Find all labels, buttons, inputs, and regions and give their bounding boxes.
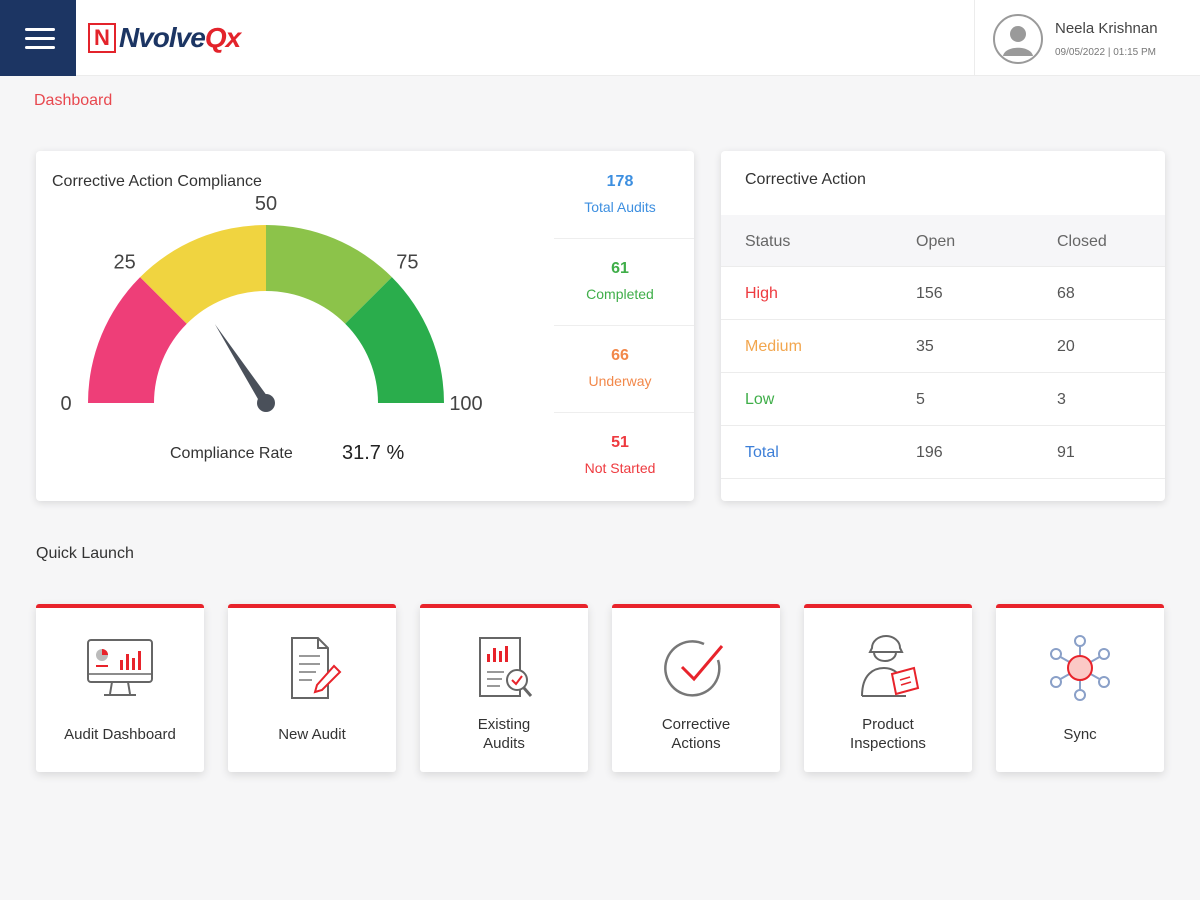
gauge-needle <box>214 324 271 406</box>
stat-value: 178 <box>606 173 634 190</box>
table-header-row: Status Open Closed <box>721 215 1165 267</box>
compliance-card: Corrective Action Compliance 0 25 50 75 100 … <box>36 151 694 501</box>
quick-launch-title: Quick Launch <box>36 545 134 562</box>
menu-icon <box>25 28 55 31</box>
gauge-needle-hub <box>257 394 275 412</box>
menu-icon-bar <box>25 46 55 49</box>
gauge-band-low <box>88 277 187 403</box>
stat-label: Underway <box>588 373 652 389</box>
report-search-icon <box>479 637 533 697</box>
gauge-tick-label: 75 <box>396 252 418 274</box>
gauge-tick-label: 25 <box>113 252 135 274</box>
gauge-band-mid-low <box>140 225 266 324</box>
table-row[interactable]: Medium 35 20 <box>721 320 1165 373</box>
stat-value: 51 <box>611 434 629 451</box>
status-high: High <box>745 285 778 302</box>
gauge-band-mid-high <box>266 225 392 324</box>
corrective-action-title: Corrective Action <box>745 171 866 188</box>
status-medium: Medium <box>745 338 802 355</box>
table-row[interactable]: High 156 68 <box>721 267 1165 320</box>
tile-existing-audits[interactable]: Existing Audits <box>420 604 588 772</box>
status-low: Low <box>745 391 775 408</box>
compliance-title: Corrective Action Compliance <box>52 173 262 190</box>
stat-underway[interactable]: 66 Underway <box>546 325 694 412</box>
logo-accent: Qx <box>204 22 241 53</box>
gauge-tick-label: 100 <box>449 393 482 415</box>
tile-audit-dashboard[interactable]: Audit Dashboard <box>36 604 204 772</box>
hamburger-menu-button[interactable] <box>0 0 76 76</box>
tile-label: Audit Dashboard <box>64 725 176 743</box>
logo-badge: N <box>88 23 116 53</box>
tile-product-inspections[interactable]: Product Inspections <box>804 604 972 772</box>
status-total: Total <box>745 444 779 461</box>
avatar-icon[interactable] <box>993 14 1043 64</box>
column-header-closed: Closed <box>1057 233 1107 250</box>
corrective-action-table: Status Open Closed High 156 68 Medium 35… <box>721 215 1165 479</box>
open-count: 156 <box>916 285 943 302</box>
tile-label: Corrective Actions <box>661 716 731 752</box>
tile-new-audit[interactable]: New Audit <box>228 604 396 772</box>
app-logo: N Nvolve Qx <box>88 20 241 56</box>
compliance-rate-label: Compliance Rate <box>170 445 293 462</box>
stat-label: Completed <box>586 286 654 302</box>
tile-sync[interactable]: Sync <box>996 604 1164 772</box>
inspector-icon <box>861 635 920 697</box>
breadcrumb[interactable]: Dashboard <box>34 92 113 109</box>
compliance-gauge: 0 25 50 75 100 <box>60 193 482 415</box>
table-row[interactable]: Total 196 91 <box>721 426 1165 479</box>
gauge-band-high <box>345 277 444 403</box>
user-datetime: 09/05/2022 | 01:15 PM <box>1055 47 1157 58</box>
tile-label: Existing Audits <box>477 716 531 752</box>
stat-not-started[interactable]: 51 Not Started <box>546 412 694 499</box>
stat-label: Not Started <box>584 460 656 476</box>
column-header-open: Open <box>916 233 956 250</box>
closed-count: 91 <box>1057 444 1075 461</box>
compliance-rate-value: 31.7 % <box>342 442 405 464</box>
open-count: 196 <box>916 444 943 461</box>
stat-total-audits[interactable]: 178 Total Audits <box>546 151 694 238</box>
tile-label: New Audit <box>278 725 346 743</box>
stat-completed[interactable]: 61 Completed <box>546 238 694 325</box>
closed-count: 68 <box>1057 285 1075 302</box>
gauge-tick-label: 50 <box>255 193 277 215</box>
corrective-action-card: Corrective Action Status Open Closed Hig… <box>721 151 1165 501</box>
closed-count: 3 <box>1057 391 1066 408</box>
user-name: Neela Krishnan <box>1055 20 1158 37</box>
tile-label: Sync <box>1063 725 1097 743</box>
check-circle-icon <box>664 640 724 697</box>
tile-corrective-actions[interactable]: Corrective Actions <box>612 604 780 772</box>
document-edit-icon <box>291 637 342 699</box>
network-sync-icon <box>1050 635 1110 701</box>
stat-value: 61 <box>611 260 629 277</box>
menu-icon-bar <box>25 37 55 40</box>
stat-label: Total Audits <box>584 199 656 215</box>
table-row[interactable]: Low 5 3 <box>721 373 1165 426</box>
user-profile[interactable]: Neela Krishnan 09/05/2022 | 01:15 PM <box>974 0 1200 76</box>
app-header: N Nvolve Qx Neela Krishnan 09/05/2022 | … <box>0 0 1200 76</box>
audit-stats: 178 Total Audits 61 Completed 66 Underwa… <box>546 151 694 501</box>
closed-count: 20 <box>1057 338 1075 355</box>
monitor-chart-icon <box>87 639 153 696</box>
open-count: 35 <box>916 338 934 355</box>
column-header-status: Status <box>745 233 791 250</box>
logo-text: Nvolve <box>119 22 206 53</box>
stat-value: 66 <box>611 347 629 364</box>
open-count: 5 <box>916 391 925 408</box>
gauge-tick-label: 0 <box>60 393 71 415</box>
tile-label: Product Inspections <box>850 716 926 752</box>
